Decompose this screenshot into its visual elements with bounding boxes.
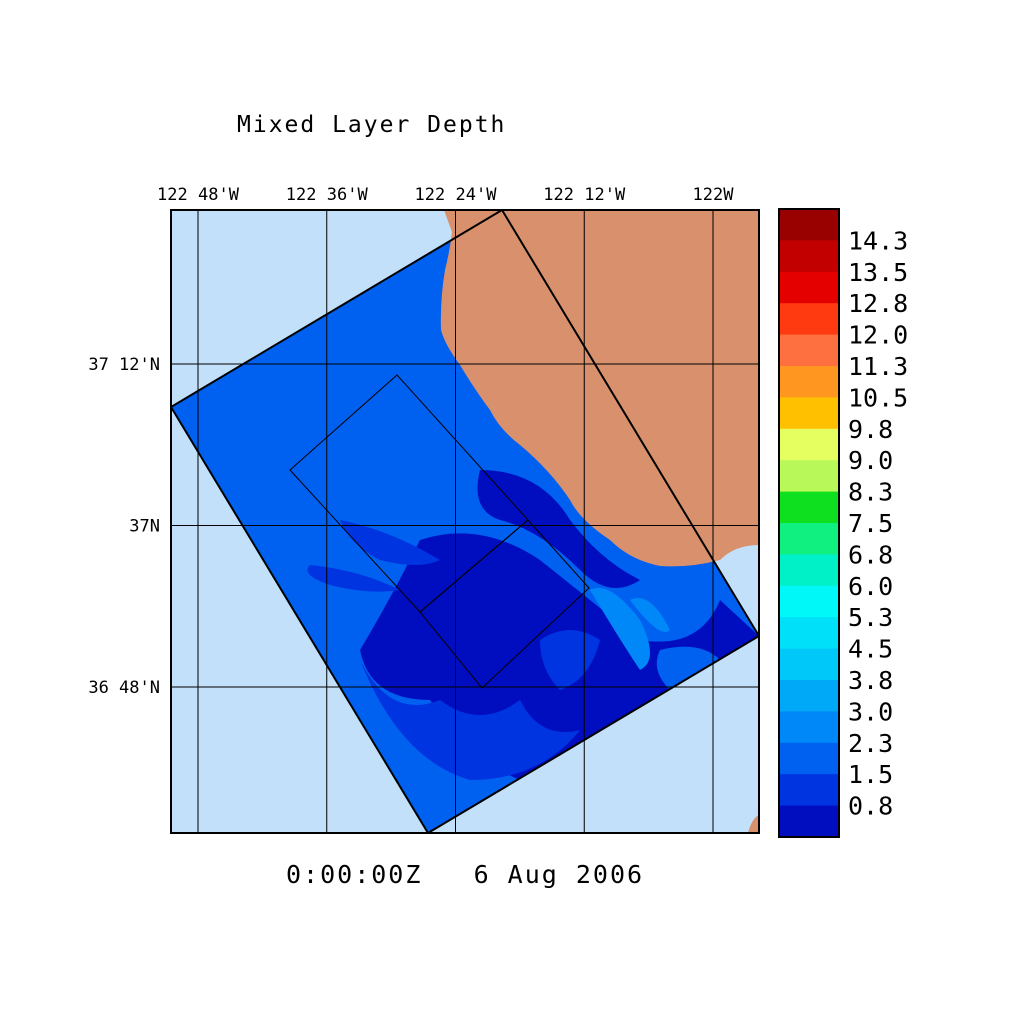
colorbar-swatch: [779, 742, 839, 775]
colorbar-swatch: [779, 491, 839, 524]
colorbar-swatch: [779, 585, 839, 618]
timestamp: 0:00:00Z 6 Aug 2006: [286, 860, 644, 889]
colorbar-label: 11.3: [848, 352, 908, 381]
colorbar-label: 3.0: [848, 697, 893, 726]
model-domain-outline: [171, 210, 759, 833]
colorbar-label: 9.0: [848, 446, 893, 475]
colorbar-label: 10.5: [848, 383, 908, 412]
colorbar-label: 14.3: [848, 226, 908, 255]
longitude-tick-label: 122 36'W: [286, 185, 369, 205]
colorbar-label: 6.8: [848, 540, 893, 569]
colorbar-swatch: [779, 680, 839, 712]
colorbar-swatch: [779, 334, 839, 367]
latitude-tick-label: 36 48'N: [88, 678, 160, 698]
mld-band: [656, 646, 720, 690]
colorbar-swatch: [779, 209, 839, 241]
colorbar-label: 1.5: [848, 760, 893, 789]
colorbar-label: 6.0: [848, 572, 893, 601]
mld-band: [630, 598, 670, 632]
colorbar-swatch: [779, 774, 839, 807]
longitude-tick-label: 122 24'W: [415, 185, 498, 205]
colorbar-swatch: [779, 617, 839, 650]
mld-band: [540, 630, 600, 690]
colorbar-swatch: [779, 428, 839, 461]
colorbar-label: 8.3: [848, 478, 893, 507]
mld-band: [330, 300, 370, 380]
colorbar-label: 12.8: [848, 289, 908, 318]
colorbar-swatch: [779, 303, 839, 336]
mld-band: [590, 588, 650, 670]
colorbar-frame: [778, 208, 840, 838]
colorbar-label: 13.5: [848, 258, 908, 287]
colorbar-swatch: [779, 271, 839, 304]
mld-band: [307, 565, 400, 592]
colorbar-label: 12.0: [848, 321, 908, 350]
colorbar-label: 5.3: [848, 603, 893, 632]
mld-band: [477, 470, 640, 588]
colorbar-swatch: [779, 523, 839, 555]
colorbar-swatch: [779, 366, 839, 398]
colorbar: [778, 208, 840, 838]
colorbar-swatch: [779, 805, 839, 838]
colorbar-label: 3.8: [848, 666, 893, 695]
longitude-tick-label: 122 48'W: [157, 185, 240, 205]
nested-domain-outline: [419, 519, 590, 689]
colorbar-swatch: [779, 460, 839, 493]
colorbar-swatch: [779, 554, 839, 587]
colorbar-swatch: [779, 711, 839, 744]
colorbar-label: 2.3: [848, 729, 893, 758]
longitude-tick-label: 122 12'W: [543, 185, 626, 205]
colorbar-label: 9.8: [848, 415, 893, 444]
colorbar-label: 0.8: [848, 792, 893, 821]
colorbar-swatch: [779, 240, 839, 273]
colorbar-swatch: [779, 397, 839, 430]
mld-band: [340, 520, 440, 565]
mld-band: [360, 660, 580, 780]
land-area: [440, 210, 759, 567]
colorbar-swatch: [779, 648, 839, 681]
latitude-tick-label: 37N: [129, 517, 160, 537]
map-title: Mixed Layer Depth: [237, 112, 506, 138]
model-domain-field: [171, 210, 759, 833]
colorbar-label: 4.5: [848, 635, 893, 664]
map-frame: [170, 209, 760, 834]
longitude-tick-label: 122W: [693, 185, 735, 205]
mld-band: [300, 250, 470, 430]
latitude-tick-label: 37 12'N: [88, 355, 160, 375]
colorbar-label: 7.5: [848, 509, 893, 538]
land-area: [748, 815, 759, 833]
graticule: [171, 210, 759, 833]
